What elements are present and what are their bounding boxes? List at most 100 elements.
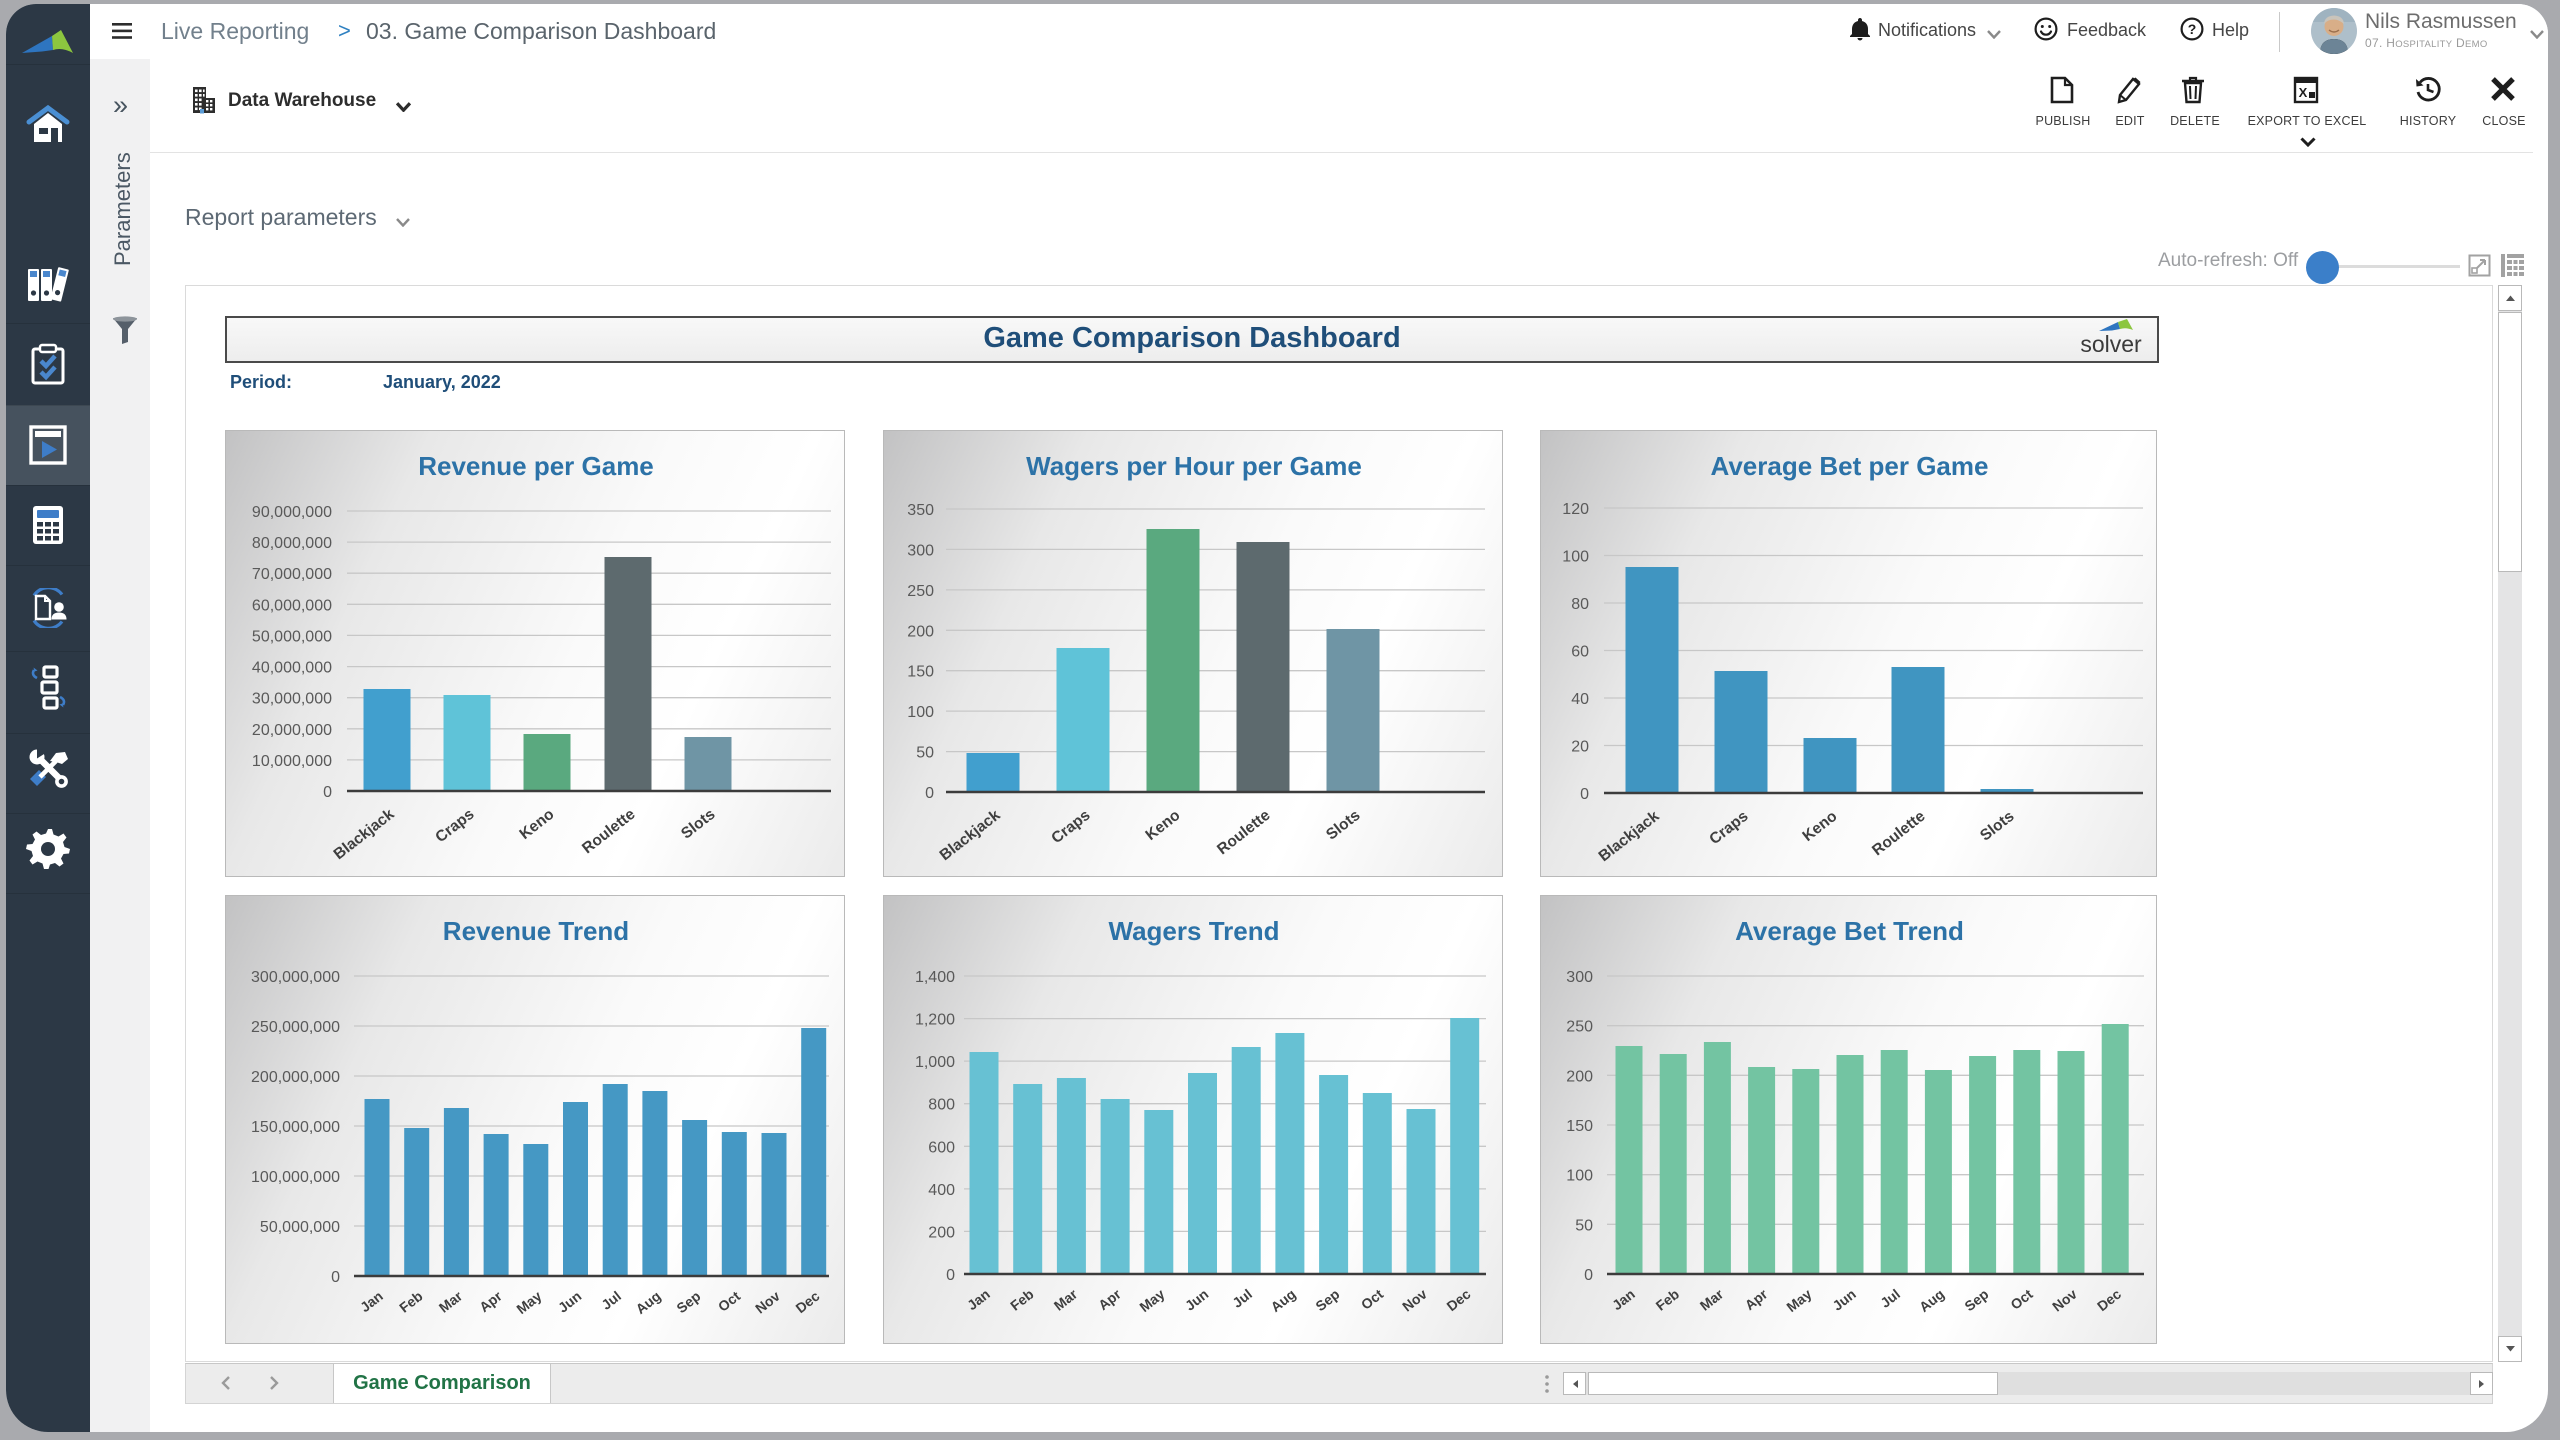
svg-text:Keno: Keno (1142, 807, 1183, 844)
svg-text:Slots: Slots (1323, 807, 1363, 844)
svg-text:30,000,000: 30,000,000 (252, 691, 332, 708)
svg-text:150: 150 (1566, 1118, 1593, 1135)
svg-text:20,000,000: 20,000,000 (252, 722, 332, 739)
svg-text:1,000: 1,000 (915, 1054, 955, 1071)
svg-text:100,000,000: 100,000,000 (251, 1169, 340, 1186)
svg-text:200: 200 (907, 623, 934, 640)
svg-text:Dec: Dec (1443, 1286, 1473, 1315)
svg-text:?: ? (2188, 21, 2197, 37)
svg-text:Aug: Aug (1916, 1286, 1947, 1315)
svg-text:Roulette: Roulette (1869, 808, 1929, 860)
svg-text:80: 80 (1571, 596, 1589, 613)
svg-text:Mar: Mar (1051, 1285, 1081, 1313)
svg-text:200: 200 (928, 1224, 955, 1241)
svg-text:Blackjack: Blackjack (1596, 808, 1663, 866)
svg-text:Roulette: Roulette (579, 806, 639, 858)
svg-text:Oct: Oct (1358, 1286, 1387, 1313)
svg-text:50,000,000: 50,000,000 (252, 628, 332, 645)
svg-text:Jul: Jul (1877, 1286, 1903, 1311)
svg-text:0: 0 (323, 784, 332, 801)
svg-text:Sep: Sep (1961, 1286, 1991, 1314)
svg-text:Dec: Dec (2094, 1286, 2124, 1315)
svg-text:Aug: Aug (632, 1288, 663, 1317)
svg-text:Keno: Keno (1799, 808, 1840, 845)
svg-text:400: 400 (928, 1182, 955, 1199)
svg-text:Jul: Jul (598, 1288, 624, 1313)
svg-text:Jan: Jan (964, 1286, 993, 1313)
svg-text:60: 60 (1571, 644, 1589, 661)
svg-text:800: 800 (928, 1097, 955, 1114)
svg-text:200,000,000: 200,000,000 (251, 1069, 340, 1086)
svg-text:Slots: Slots (678, 806, 718, 843)
svg-text:40: 40 (1571, 691, 1589, 708)
svg-text:120: 120 (1562, 501, 1589, 518)
svg-text:Oct: Oct (2007, 1286, 2036, 1313)
svg-text:1,400: 1,400 (915, 969, 955, 986)
svg-text:Dec: Dec (792, 1288, 822, 1317)
svg-text:300: 300 (1566, 969, 1593, 986)
svg-text:Blackjack: Blackjack (331, 806, 398, 864)
svg-text:Wagers Trend: Wagers Trend (1109, 916, 1280, 946)
svg-text:Slots: Slots (1977, 808, 2017, 845)
svg-text:Feb: Feb (1007, 1286, 1036, 1314)
svg-text:300,000,000: 300,000,000 (251, 969, 340, 986)
svg-text:350: 350 (907, 502, 934, 519)
svg-text:250: 250 (907, 583, 934, 600)
svg-text:Nov: Nov (752, 1288, 783, 1317)
svg-text:90,000,000: 90,000,000 (252, 504, 332, 521)
svg-text:100: 100 (1562, 549, 1589, 566)
svg-text:Revenue per Game: Revenue per Game (418, 451, 654, 481)
svg-text:Revenue Trend: Revenue Trend (443, 916, 629, 946)
svg-text:May: May (1783, 1286, 1814, 1316)
svg-text:150: 150 (907, 664, 934, 681)
svg-text:Nov: Nov (2049, 1286, 2080, 1315)
svg-text:0: 0 (1584, 1267, 1593, 1284)
svg-text:Jun: Jun (1829, 1286, 1858, 1314)
svg-text:May: May (1136, 1286, 1167, 1316)
svg-text:Average Bet per Game: Average Bet per Game (1711, 451, 1989, 481)
svg-text:40,000,000: 40,000,000 (252, 660, 332, 677)
svg-text:Jun: Jun (1182, 1286, 1211, 1314)
svg-text:150,000,000: 150,000,000 (251, 1119, 340, 1136)
svg-text:X: X (2299, 85, 2308, 100)
svg-text:Apr: Apr (1742, 1285, 1771, 1313)
svg-text:200: 200 (1566, 1068, 1593, 1085)
svg-text:Wagers per Hour per Game: Wagers per Hour per Game (1026, 451, 1362, 481)
svg-text:250: 250 (1566, 1019, 1593, 1036)
svg-text:Mar: Mar (1697, 1285, 1727, 1313)
svg-text:Sep: Sep (673, 1288, 703, 1316)
svg-text:0: 0 (1580, 786, 1589, 803)
svg-text:80,000,000: 80,000,000 (252, 535, 332, 552)
svg-text:Keno: Keno (516, 806, 557, 843)
svg-text:solver: solver (2080, 331, 2142, 357)
svg-text:Roulette: Roulette (1214, 807, 1274, 859)
svg-text:Sep: Sep (1312, 1286, 1342, 1314)
svg-text:Blackjack: Blackjack (937, 807, 1004, 865)
svg-text:Oct: Oct (715, 1288, 744, 1315)
svg-text:Feb: Feb (396, 1288, 425, 1316)
svg-text:Craps: Craps (1048, 807, 1093, 847)
svg-text:Nov: Nov (1399, 1286, 1430, 1315)
svg-text:Craps: Craps (1706, 808, 1751, 848)
svg-text:50,000,000: 50,000,000 (260, 1219, 340, 1236)
svg-text:300: 300 (907, 542, 934, 559)
svg-text:May: May (513, 1288, 544, 1318)
svg-text:1,200: 1,200 (915, 1012, 955, 1029)
svg-text:70,000,000: 70,000,000 (252, 566, 332, 583)
svg-text:0: 0 (331, 1269, 340, 1286)
svg-text:50: 50 (916, 745, 934, 762)
svg-text:Aug: Aug (1267, 1286, 1298, 1315)
svg-text:Feb: Feb (1653, 1286, 1682, 1314)
svg-text:100: 100 (907, 704, 934, 721)
svg-text:60,000,000: 60,000,000 (252, 597, 332, 614)
svg-text:50: 50 (1575, 1217, 1593, 1234)
svg-text:Apr: Apr (1095, 1285, 1124, 1313)
svg-text:Mar: Mar (436, 1287, 466, 1315)
svg-text:Jul: Jul (1229, 1286, 1255, 1311)
svg-text:0: 0 (946, 1267, 955, 1284)
svg-text:0: 0 (925, 785, 934, 802)
svg-text:Jan: Jan (1609, 1286, 1638, 1313)
svg-text:100: 100 (1566, 1168, 1593, 1185)
svg-text:250,000,000: 250,000,000 (251, 1019, 340, 1036)
svg-text:Average Bet Trend: Average Bet Trend (1735, 916, 1964, 946)
